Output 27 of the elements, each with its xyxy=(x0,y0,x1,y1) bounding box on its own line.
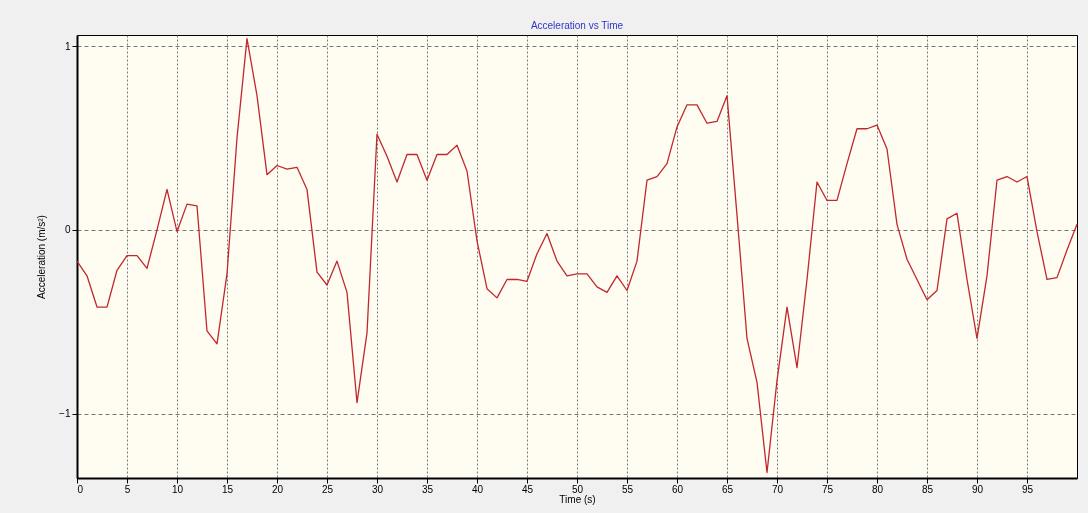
x-tick-label: 70 xyxy=(771,483,784,495)
x-axis-title: Time (s) xyxy=(559,493,596,505)
x-tick-label: 50 xyxy=(571,483,584,495)
x-tick-label: 5 xyxy=(124,483,131,495)
x-tick-label: 80 xyxy=(871,483,884,495)
line-series xyxy=(76,38,1078,474)
y-tick-label: 1 xyxy=(64,40,71,52)
x-tick-label: 95 xyxy=(1021,483,1034,495)
y-axis-title: Acceleration (m/s²) xyxy=(36,215,48,299)
x-tick-label: 90 xyxy=(971,483,984,495)
x-tick-label: 85 xyxy=(921,483,934,495)
x-tick-label: 20 xyxy=(271,483,284,495)
x-tick-label: 30 xyxy=(371,483,384,495)
x-tick-label: 15 xyxy=(221,483,234,495)
x-tick-label: 45 xyxy=(521,483,534,495)
x-tick-label: 40 xyxy=(471,483,484,495)
x-tick-label: 55 xyxy=(621,483,634,495)
x-tick-label: 10 xyxy=(171,483,184,495)
x-tick-label: 35 xyxy=(421,483,434,495)
chart-title: Acceleration vs Time xyxy=(530,20,624,31)
x-tick-label: 65 xyxy=(721,483,734,495)
y-tick-label: 0 xyxy=(64,224,71,236)
x-tick-label: 0 xyxy=(77,483,84,495)
x-tick-label: 25 xyxy=(321,483,334,495)
x-tick-label: 75 xyxy=(821,483,834,495)
y-tick-label: −1 xyxy=(59,408,71,420)
x-tick-label: 60 xyxy=(671,483,684,495)
